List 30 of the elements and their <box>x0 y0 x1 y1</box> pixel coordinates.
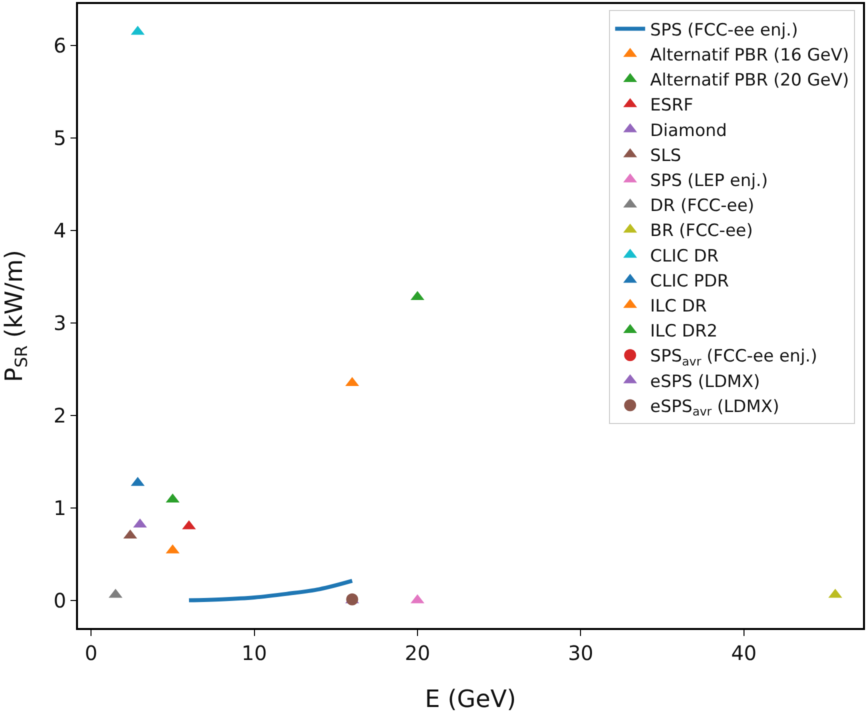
y-tick-label: 6 <box>54 34 66 58</box>
y-tick-label: 0 <box>54 588 66 612</box>
x-tick-label: 30 <box>568 640 594 665</box>
legend-label: Alternatif PBR (20 GeV) <box>650 70 849 91</box>
x-tick-label: 20 <box>404 640 430 665</box>
line-series <box>186 578 354 602</box>
y-tick-label: 3 <box>54 310 66 335</box>
legend-label: CLIC DR <box>650 246 719 266</box>
legend-label: SLS <box>650 146 682 166</box>
legend-label: Diamond <box>650 120 727 141</box>
x-tick-label: 0 <box>84 640 98 665</box>
legend-label: Alternatif PBR (16 GeV) <box>650 46 849 66</box>
x-axis-title: E (GeV) <box>424 685 516 713</box>
y-tick-label: 4 <box>54 218 66 242</box>
legend-label: ILC DR <box>650 296 707 317</box>
legend-label: BR (FCC-ee) <box>650 221 753 242</box>
legend-label: eSPS (LDMX) <box>650 372 760 392</box>
y-tick-label: 2 <box>54 403 66 428</box>
legend-label: SPS (FCC-ee enj.) <box>650 20 798 40</box>
y-tick-label: 5 <box>54 126 66 150</box>
legend-label: SPS (LEP enj.) <box>650 171 768 192</box>
x-tick-label: 10 <box>242 640 267 665</box>
legend-label: CLIC PDR <box>650 271 730 292</box>
legend-label: SPS$_{avr}$ (FCC-ee enj.) <box>650 346 818 368</box>
legend-label: ILC DR2 <box>650 322 718 342</box>
legend-label: ESRF <box>650 96 694 116</box>
legend-label: eSPS$_{avr}$ (LDMX) <box>650 396 780 418</box>
y-tick-label: 1 <box>54 496 66 520</box>
legend-label: DR (FCC-ee) <box>650 196 754 216</box>
x-tick-label: 40 <box>731 640 757 665</box>
